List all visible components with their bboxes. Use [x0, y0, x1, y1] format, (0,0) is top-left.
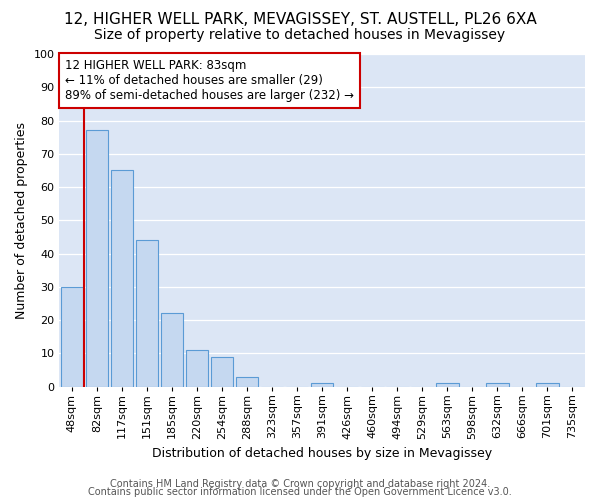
Bar: [161, 314, 184, 386]
Bar: [486, 384, 509, 386]
Y-axis label: Number of detached properties: Number of detached properties: [15, 122, 28, 319]
Bar: [536, 384, 559, 386]
Bar: [61, 287, 83, 386]
Text: Contains HM Land Registry data © Crown copyright and database right 2024.: Contains HM Land Registry data © Crown c…: [110, 479, 490, 489]
Text: Contains public sector information licensed under the Open Government Licence v3: Contains public sector information licen…: [88, 487, 512, 497]
Text: 12 HIGHER WELL PARK: 83sqm
← 11% of detached houses are smaller (29)
89% of semi: 12 HIGHER WELL PARK: 83sqm ← 11% of deta…: [65, 59, 353, 102]
Bar: [436, 384, 458, 386]
Text: 12, HIGHER WELL PARK, MEVAGISSEY, ST. AUSTELL, PL26 6XA: 12, HIGHER WELL PARK, MEVAGISSEY, ST. AU…: [64, 12, 536, 28]
Bar: [211, 356, 233, 386]
Text: Size of property relative to detached houses in Mevagissey: Size of property relative to detached ho…: [94, 28, 506, 42]
Bar: [111, 170, 133, 386]
Bar: [86, 130, 108, 386]
Bar: [186, 350, 208, 387]
Bar: [311, 384, 334, 386]
Bar: [136, 240, 158, 386]
Bar: [236, 376, 259, 386]
X-axis label: Distribution of detached houses by size in Mevagissey: Distribution of detached houses by size …: [152, 447, 492, 460]
